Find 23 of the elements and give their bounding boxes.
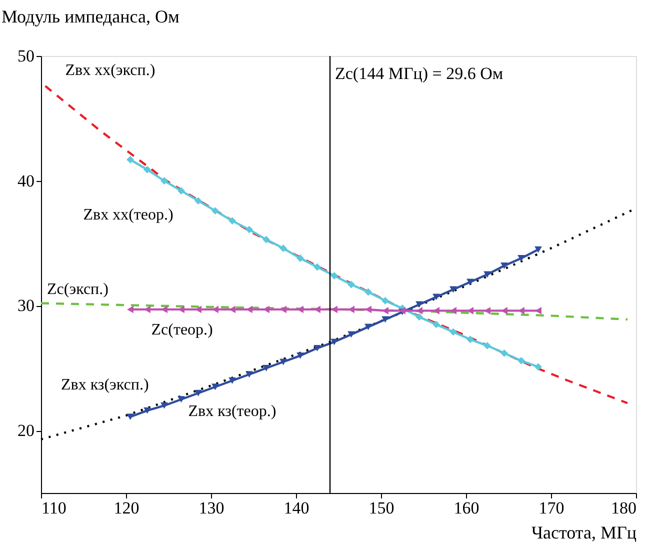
series-label: Zвх хх(теор.)	[83, 206, 174, 224]
x-tick-label: 160	[454, 498, 480, 518]
x-tick-label: 170	[538, 498, 564, 518]
series-label: Zвх кз(эксп.)	[61, 376, 149, 394]
y-tick-label: 50	[18, 46, 34, 66]
x-tick-label: 120	[114, 498, 140, 518]
y-tick-label: 20	[18, 421, 34, 440]
series-label: Zc(теор.)	[151, 321, 213, 338]
line-series	[40, 302, 629, 321]
series-label: Zc(эксп.)	[47, 281, 108, 298]
series-label: Zвх кз(теор.)	[188, 402, 276, 420]
x-tick-label: 140	[284, 498, 310, 518]
x-tick-label: 110	[42, 498, 66, 518]
x-axis-title: Частота, МГц	[531, 522, 637, 542]
x-tick-label: 150	[368, 498, 394, 518]
y-axis-title: Модуль импеданса, Ом	[2, 6, 180, 26]
line-series	[44, 84, 629, 404]
y-tick-label: 40	[18, 171, 34, 190]
ref-line-label: Zc(144 МГц) = 29.6 Ом	[335, 64, 504, 83]
x-tick-label: 180	[611, 498, 636, 518]
y-tick-label: 30	[18, 296, 34, 316]
x-tick-label: 130	[198, 498, 224, 518]
series-label: Zвх хх(эксп.)	[65, 62, 156, 79]
